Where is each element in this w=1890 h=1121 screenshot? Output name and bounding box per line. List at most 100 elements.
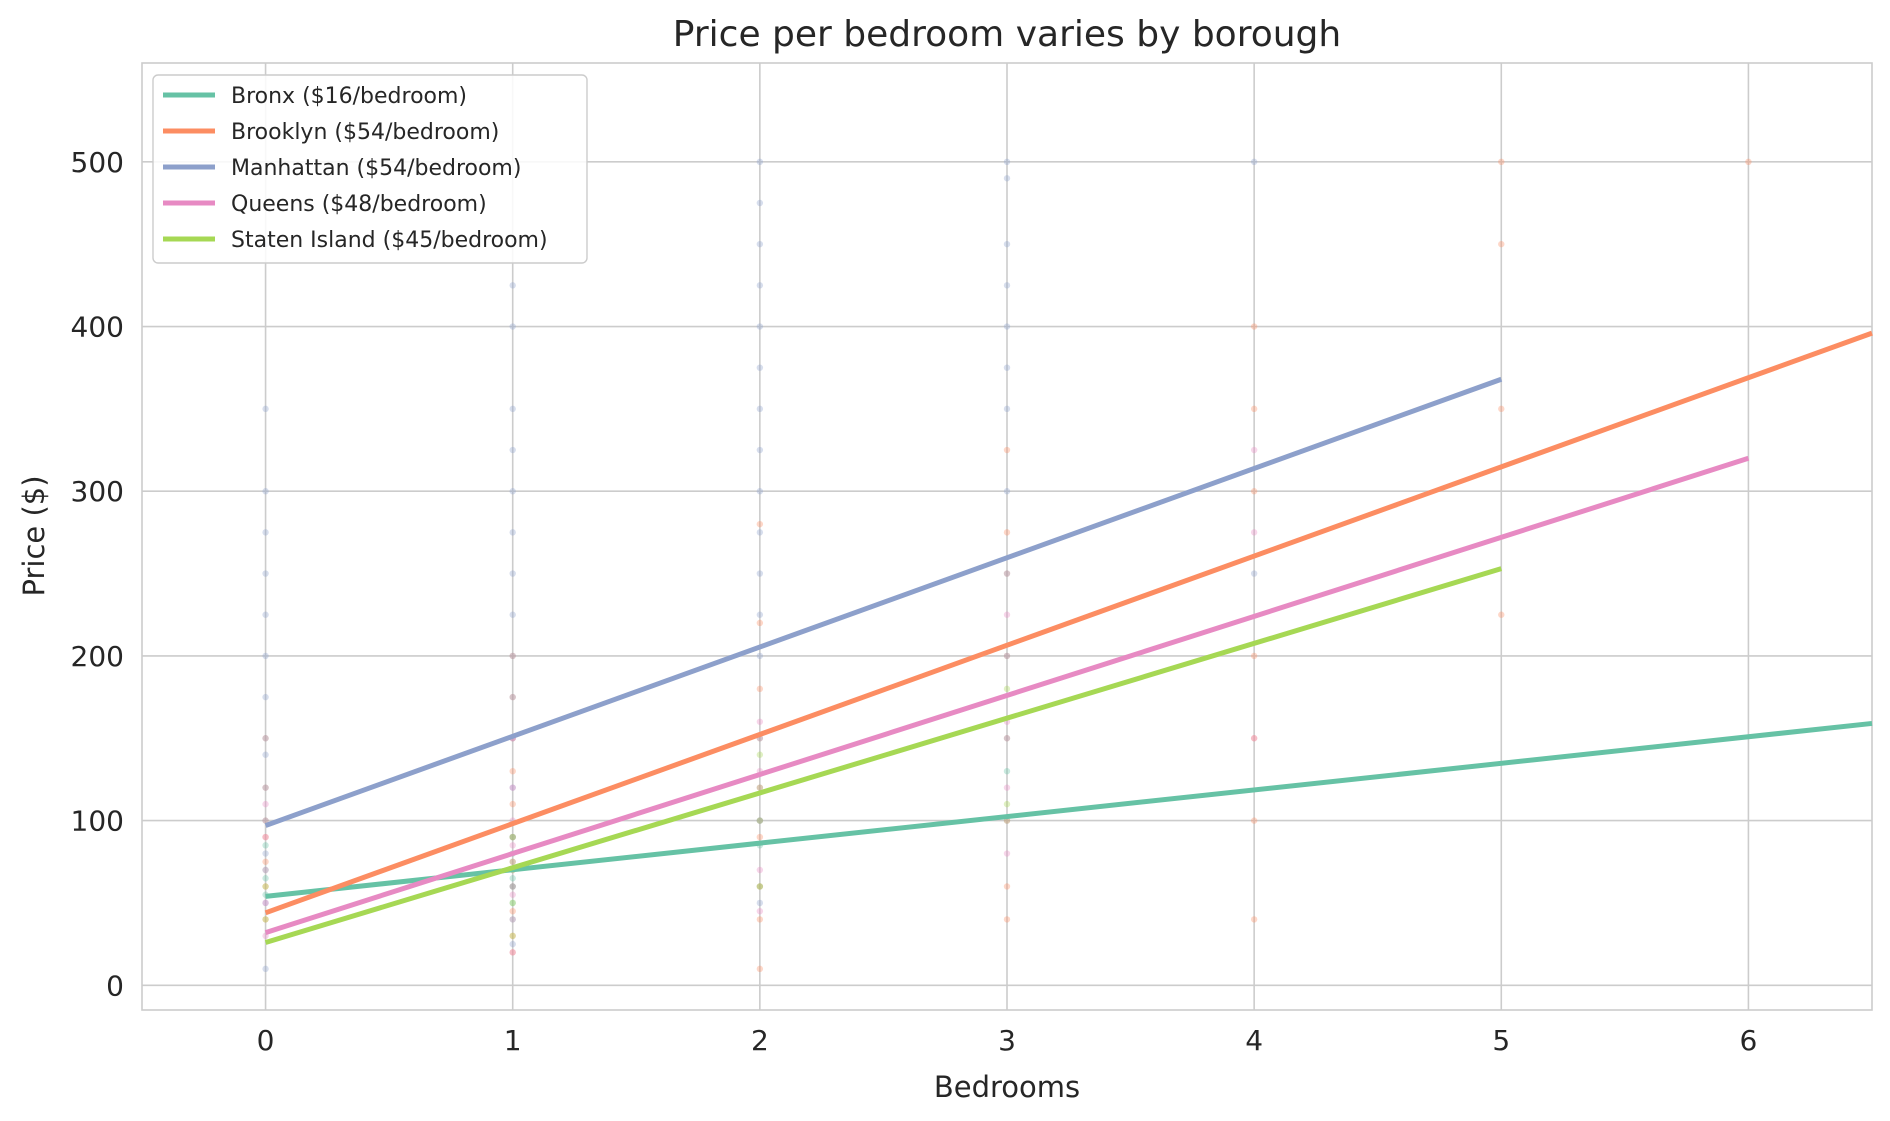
y-tick-label: 300 (71, 475, 124, 508)
data-point (262, 693, 269, 701)
data-point (509, 883, 516, 890)
data-point (509, 875, 516, 882)
data-point (1250, 652, 1258, 660)
data-point (262, 784, 269, 791)
data-point (1003, 735, 1011, 742)
data-point (1250, 529, 1258, 536)
data-point (262, 833, 269, 841)
data-point (1003, 800, 1011, 808)
data-point (756, 817, 764, 824)
data-point (756, 158, 764, 166)
data-point (509, 488, 516, 495)
data-point (756, 965, 764, 973)
data-point (509, 833, 516, 841)
data-point (509, 858, 516, 865)
data-point (756, 751, 764, 758)
data-point (509, 611, 516, 618)
x-tick-label: 1 (504, 1024, 522, 1057)
data-point (509, 916, 516, 923)
data-point (262, 652, 269, 660)
data-point (262, 405, 269, 413)
data-point (1003, 364, 1011, 371)
data-point (756, 323, 764, 330)
data-point (756, 685, 764, 693)
data-point (756, 611, 764, 618)
data-point (509, 405, 516, 413)
data-point (756, 784, 764, 791)
data-point (756, 364, 764, 371)
data-point (756, 652, 764, 660)
legend-label: Brooklyn ($54/bedroom) (231, 120, 499, 145)
data-point (509, 899, 516, 907)
fit-line (264, 455, 1750, 935)
data-point (1250, 916, 1258, 923)
data-point (509, 891, 516, 898)
y-tick-label: 200 (71, 640, 124, 673)
data-point (509, 932, 516, 940)
data-point (262, 529, 269, 536)
data-point (756, 866, 764, 874)
data-point (1003, 446, 1011, 454)
data-point (756, 199, 764, 207)
fit-lines (264, 330, 1873, 945)
data-point (262, 784, 269, 791)
legend-label: Staten Island ($45/bedroom) (231, 228, 548, 253)
data-point (509, 833, 516, 841)
data-point (756, 520, 764, 528)
data-point (262, 611, 269, 618)
data-point (1003, 735, 1011, 742)
data-point (1003, 240, 1011, 248)
data-point (509, 446, 516, 454)
data-point (262, 842, 269, 849)
x-tick-label: 5 (1492, 1024, 1510, 1057)
data-point (262, 850, 269, 857)
data-point (262, 883, 269, 890)
data-point (509, 529, 516, 536)
legend-label: Bronx ($16/bedroom) (231, 84, 467, 109)
data-point (756, 619, 764, 627)
data-point (1250, 323, 1258, 330)
data-point (262, 965, 269, 973)
data-point (262, 735, 269, 742)
x-tick-label: 3 (998, 1024, 1016, 1057)
data-point (1498, 611, 1505, 618)
data-point (509, 652, 516, 660)
data-point (509, 858, 516, 865)
data-point (509, 907, 516, 915)
data-point (262, 858, 269, 865)
data-point (1250, 570, 1258, 577)
data-point (756, 883, 764, 890)
data-point (1003, 488, 1011, 495)
data-point (262, 883, 269, 890)
data-point (1003, 652, 1011, 660)
data-point (262, 866, 269, 874)
data-point (1003, 323, 1011, 330)
data-point (262, 817, 269, 824)
data-point (1003, 405, 1011, 413)
data-point (262, 817, 269, 824)
data-point (1003, 570, 1011, 577)
fit-line (264, 330, 1873, 916)
data-point (756, 282, 764, 289)
data-point (262, 800, 269, 808)
legend-label: Manhattan ($54/bedroom) (231, 156, 521, 181)
data-point (509, 767, 516, 775)
y-tick-label: 0 (106, 969, 124, 1002)
data-point (1003, 570, 1011, 577)
data-point (262, 751, 269, 758)
data-point (1498, 158, 1505, 166)
data-point (509, 949, 516, 956)
legend: Bronx ($16/bedroom) Brooklyn ($54/bedroom… (152, 74, 588, 264)
data-point (756, 907, 764, 915)
data-point (509, 693, 516, 701)
data-point (509, 323, 516, 330)
data-point (1250, 817, 1258, 824)
data-point (262, 488, 269, 495)
x-tick-label: 2 (751, 1024, 769, 1057)
data-point (756, 817, 764, 824)
data-point (1250, 488, 1258, 495)
fit-line (265, 720, 1873, 899)
data-point (756, 488, 764, 495)
